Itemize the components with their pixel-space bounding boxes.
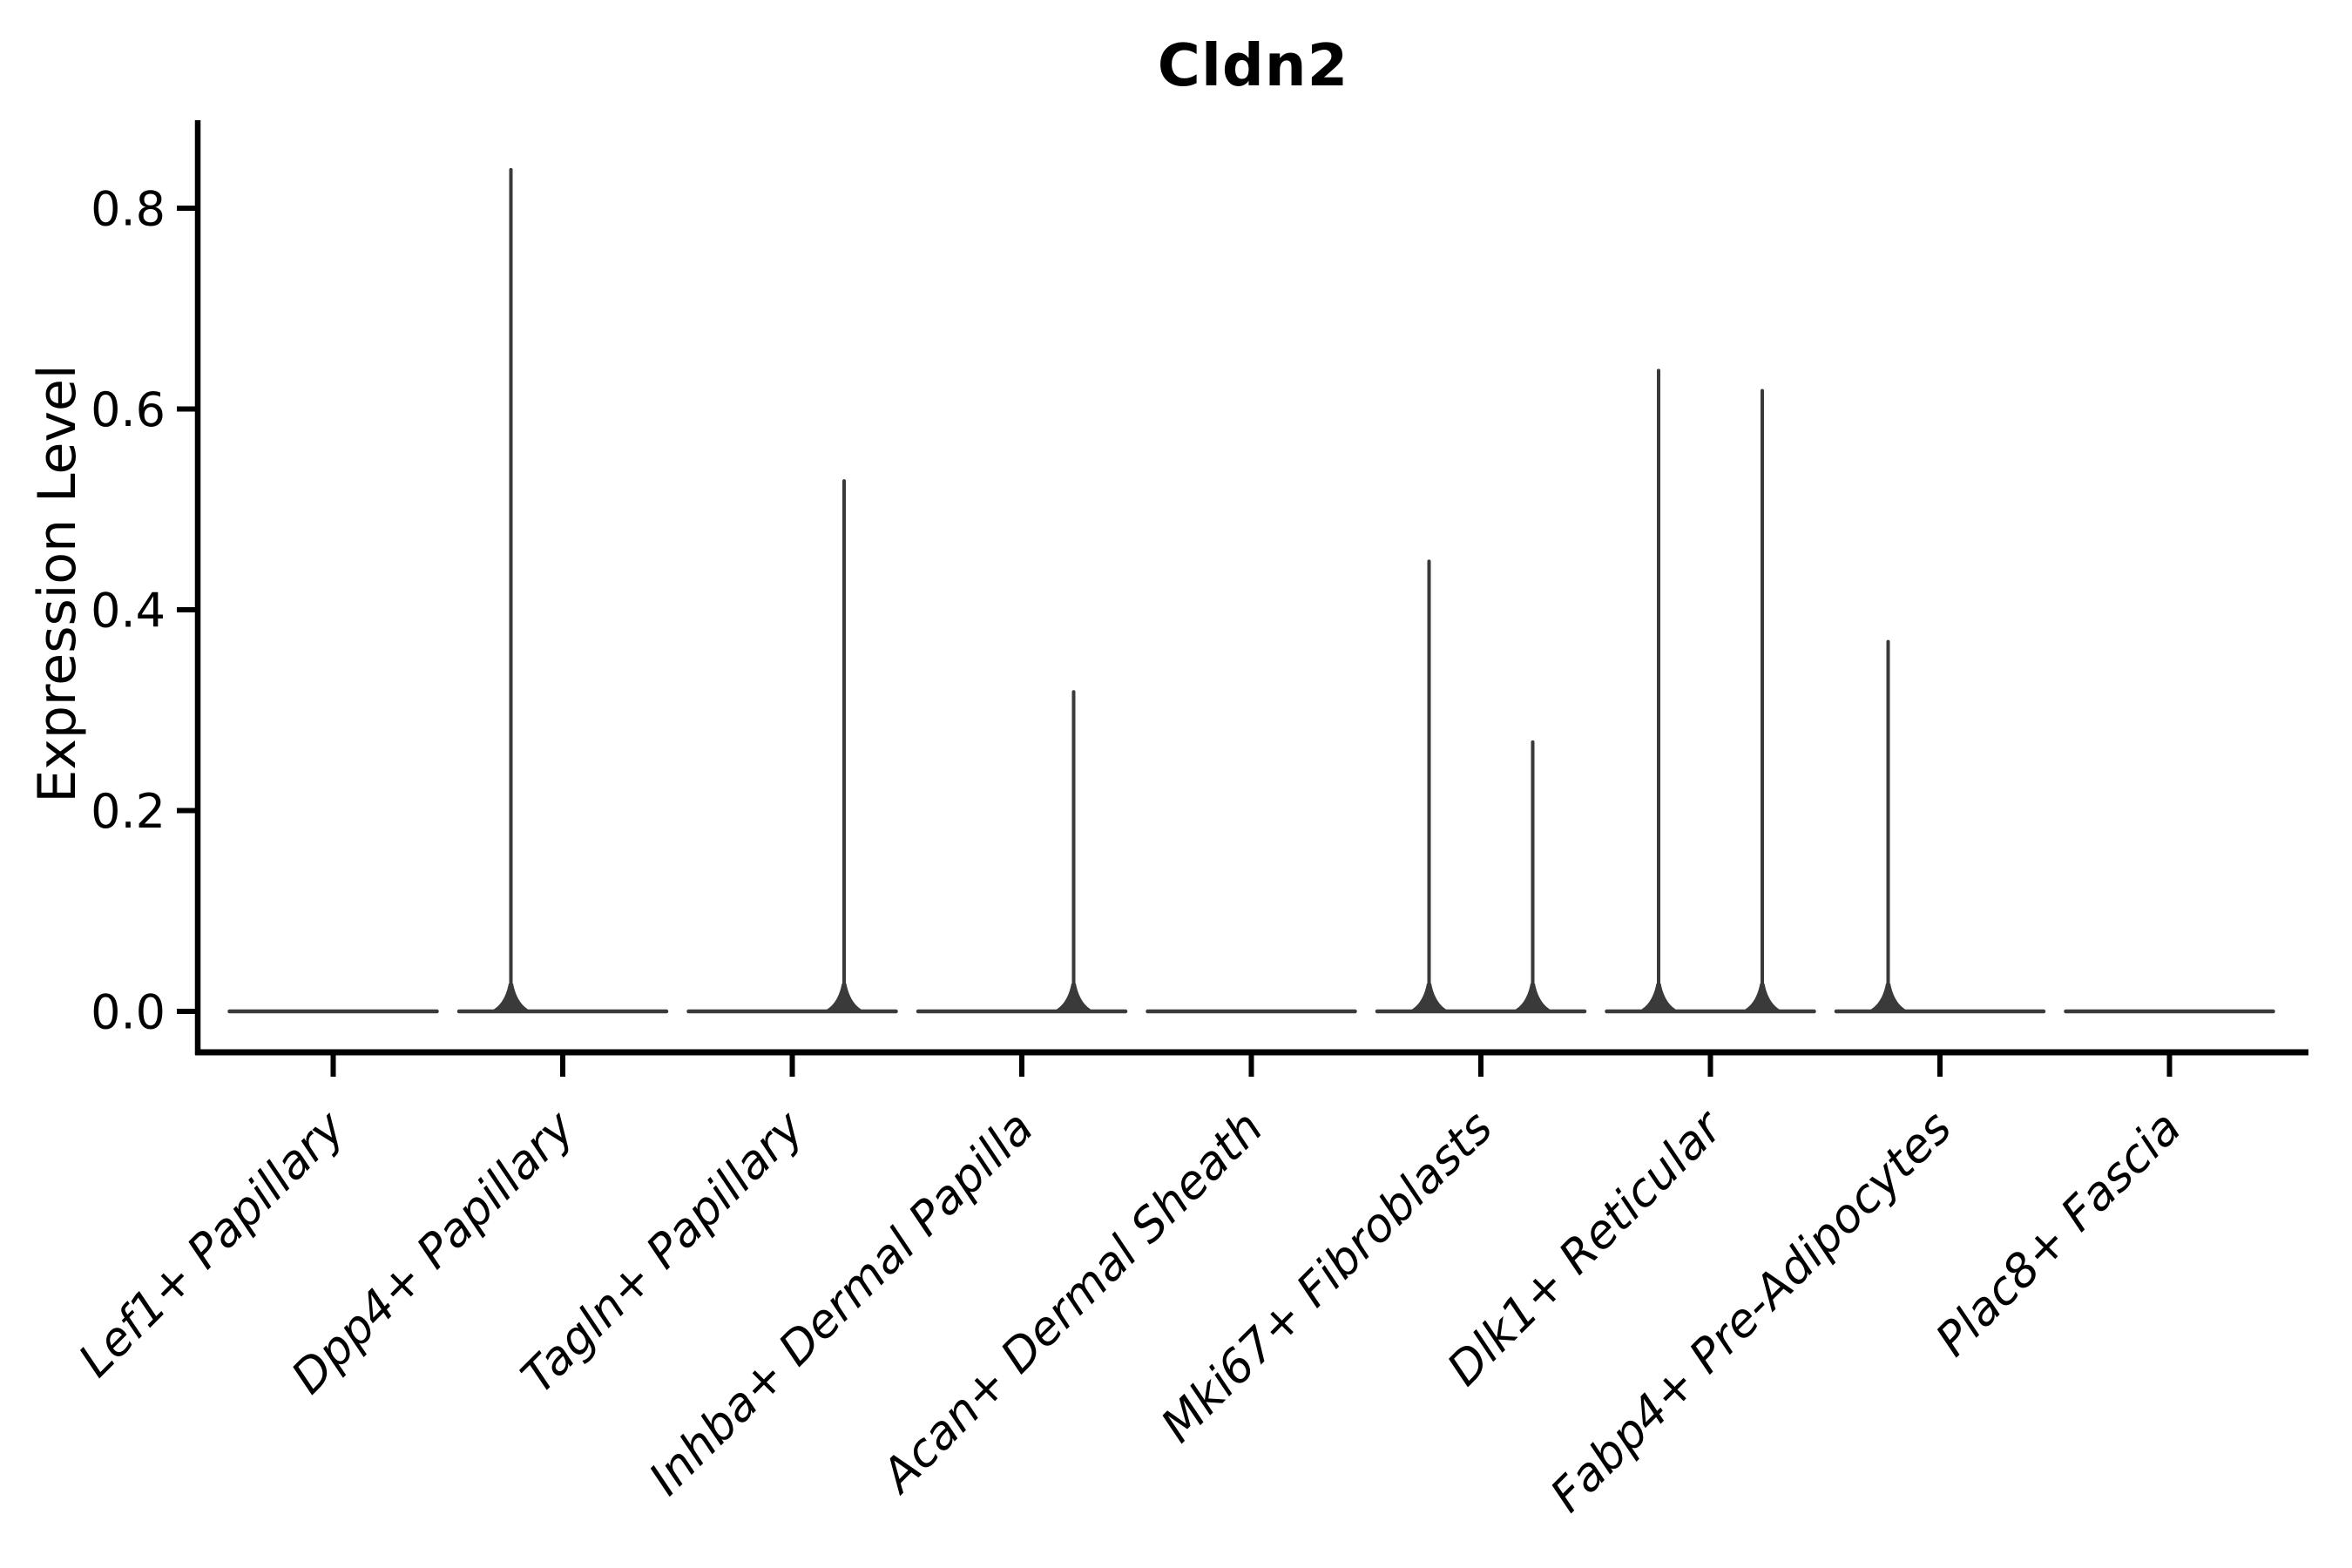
y-tick-label: 0.4: [91, 583, 166, 638]
chart-title: Cldn2: [1157, 31, 1349, 99]
x-tick-label: Fabp4+ Pre-Adipocytes: [1541, 1101, 1963, 1523]
y-tick-label: 0.6: [91, 382, 166, 437]
y-tick-label: 0.2: [91, 784, 166, 839]
x-tick-label: Plac8+ Fascia: [1926, 1101, 2192, 1367]
y-tick-label: 0.8: [91, 181, 166, 236]
x-tick-label: Inhba+ Dermal Papilla: [639, 1101, 1044, 1505]
y-tick-label: 0.0: [91, 984, 166, 1039]
x-tick-label: Acan+ Dermal Sheath: [870, 1101, 1274, 1504]
